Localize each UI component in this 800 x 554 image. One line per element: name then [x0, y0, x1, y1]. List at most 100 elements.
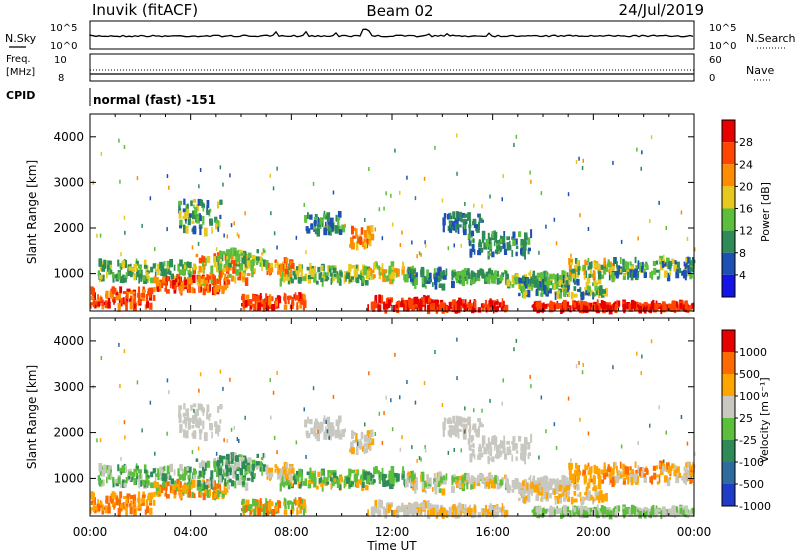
velocity-cell: [675, 474, 680, 484]
power-cell: [629, 261, 632, 266]
velocity-cell: [126, 493, 131, 497]
velocity-cell: [157, 468, 160, 477]
velocity-cell: [125, 464, 127, 473]
velocity-cell: [395, 509, 399, 513]
velocity-cell: [211, 431, 213, 439]
velocity-cell: [321, 425, 324, 432]
velocity-cell: [435, 510, 439, 519]
velocity-ytick-label: 3000: [53, 380, 84, 394]
power-cell: [479, 213, 481, 219]
velocity-cell: [495, 505, 499, 510]
velocity-cell: [494, 511, 498, 518]
velocity-cell: [178, 405, 181, 415]
power-cell: [540, 277, 543, 282]
velocity-cell: [458, 485, 462, 489]
velocity-cell: [540, 395, 543, 400]
power-cell: [298, 264, 302, 273]
power-cell: [458, 303, 461, 313]
velocity-cell: [90, 491, 94, 500]
velocity-cell: [503, 453, 508, 460]
power-cell: [221, 254, 224, 262]
power-cell: [487, 304, 490, 310]
power-cell: [644, 306, 648, 312]
velocity-cell: [658, 405, 660, 410]
nsky-trace: [89, 28, 694, 38]
velocity-cell: [90, 507, 94, 511]
power-cell: [687, 267, 691, 274]
power-cell: [490, 275, 495, 284]
power-cell: [447, 306, 450, 312]
velocity-cell: [298, 469, 302, 477]
velocity-cell: [307, 482, 312, 489]
velocity-cell: [588, 507, 593, 517]
velocity-cell: [121, 466, 126, 470]
power-cell: [496, 240, 499, 249]
power-colorbar-tick-label: 20: [739, 180, 753, 193]
power-cell: [494, 270, 497, 279]
power-cell: [470, 230, 475, 237]
velocity-cell: [694, 452, 696, 457]
power-cell: [350, 276, 354, 280]
velocity-cell: [143, 464, 147, 471]
velocity-cell: [216, 470, 220, 477]
velocity-cell: [423, 480, 427, 488]
power-cell: [455, 211, 458, 220]
power-cell: [388, 265, 392, 274]
velocity-cell: [191, 450, 194, 455]
power-cell: [612, 160, 614, 165]
velocity-cell: [111, 491, 115, 500]
power-cell: [225, 264, 229, 272]
velocity-cell: [201, 460, 206, 468]
velocity-cell: [150, 482, 154, 489]
power-cell: [266, 270, 269, 275]
power-cell: [206, 284, 211, 293]
power-cell: [132, 295, 135, 300]
power-cell: [110, 269, 113, 274]
velocity-cell: [420, 457, 422, 462]
velocity-cell: [230, 464, 233, 469]
time-axis: 00:00 04:00 08:00 12:00 16:00 20:00 00:00: [73, 114, 711, 539]
velocity-cell: [436, 482, 441, 487]
velocity-cell: [354, 473, 358, 482]
power-cell: [448, 220, 453, 224]
power-cell: [497, 270, 499, 277]
power-cell: [606, 304, 610, 312]
velocity-cell: [637, 441, 639, 445]
power-cell: [401, 230, 403, 235]
power-cell: [337, 225, 341, 233]
velocity-cell: [152, 499, 156, 506]
velocity-cell: [145, 477, 149, 484]
velocity-cell: [109, 495, 113, 503]
power-cell: [598, 303, 602, 307]
power-cell: [524, 234, 528, 239]
power-cell: [489, 237, 492, 243]
power-cell: [518, 277, 523, 284]
power-cell: [226, 282, 229, 289]
power-cell: [525, 290, 529, 295]
velocity-cell: [533, 506, 536, 515]
velocity-cell: [363, 471, 367, 480]
power-cell: [564, 276, 569, 282]
velocity-cell: [573, 498, 578, 503]
velocity-cell: [198, 470, 202, 477]
velocity-cell: [166, 465, 170, 474]
velocity-cell: [580, 505, 584, 514]
velocity-cell: [576, 465, 580, 471]
velocity-cell: [179, 424, 183, 432]
velocity-cell: [650, 506, 655, 516]
velocity-cell: [252, 473, 256, 477]
power-cell: [373, 262, 377, 270]
velocity-cell: [596, 509, 600, 519]
velocity-cell: [441, 488, 444, 493]
power-cell: [224, 264, 226, 268]
power-cell: [307, 278, 312, 284]
velocity-cell: [269, 467, 274, 473]
velocity-cell: [274, 468, 277, 473]
velocity-cell: [200, 480, 204, 486]
velocity-cell: [214, 421, 218, 428]
power-cell: [437, 270, 440, 276]
power-cell: [111, 293, 115, 299]
power-cell: [210, 265, 214, 273]
velocity-cell: [206, 410, 209, 417]
velocity-cell: [150, 471, 154, 478]
